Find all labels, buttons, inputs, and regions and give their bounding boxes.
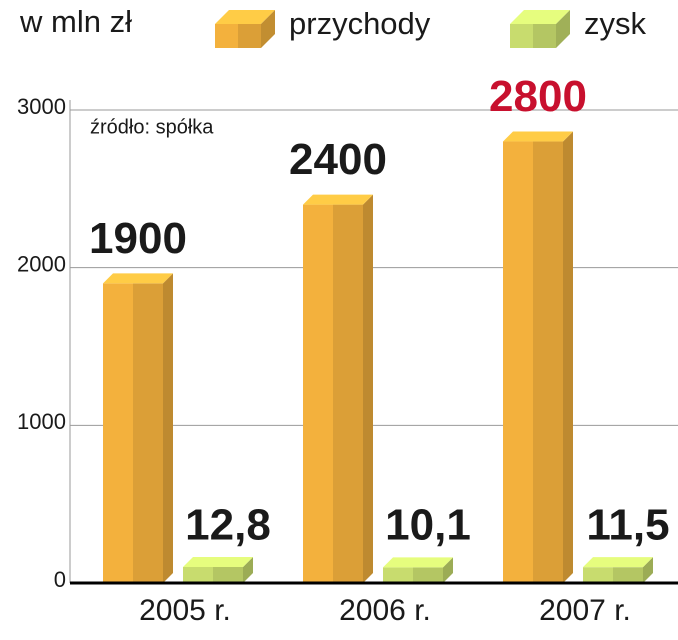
legend-swatch xyxy=(510,10,570,24)
bar-top xyxy=(583,557,653,568)
bar-side xyxy=(243,556,253,583)
legend-swatch xyxy=(510,24,533,48)
bar-top xyxy=(383,557,453,568)
bar-shade xyxy=(213,566,243,583)
y-tick-label: 0 xyxy=(54,567,66,592)
legend-swatch xyxy=(215,10,275,24)
value-label: 11,5 xyxy=(586,501,669,550)
x-tick-label: 2005 r. xyxy=(139,594,231,627)
bar xyxy=(503,141,533,584)
bar-shade xyxy=(133,283,163,583)
bar xyxy=(383,567,413,583)
bar-side xyxy=(363,194,373,583)
legend-label: przychody xyxy=(289,6,431,41)
unit-label: w mln zł xyxy=(19,4,132,39)
bar-top xyxy=(183,556,253,567)
bar xyxy=(103,283,133,583)
legend-label: zysk xyxy=(584,6,647,41)
bar-side xyxy=(163,273,173,583)
y-tick-label: 2000 xyxy=(17,251,66,276)
legend-swatch xyxy=(533,24,556,48)
value-label: 1900 xyxy=(89,214,187,263)
bar-shade xyxy=(613,567,643,583)
bar-shade xyxy=(413,567,443,583)
value-label: 10,1 xyxy=(385,501,471,550)
value-label: 2400 xyxy=(289,135,387,184)
legend-swatch xyxy=(261,10,275,48)
bar-side xyxy=(443,557,453,583)
bar-side xyxy=(643,557,653,583)
x-tick-label: 2006 r. xyxy=(339,594,431,627)
bar-shade xyxy=(333,204,363,583)
legend-swatch xyxy=(238,24,261,48)
bar-shade xyxy=(533,141,563,584)
bar xyxy=(303,204,333,583)
bar-top xyxy=(503,131,573,142)
bar-top xyxy=(103,273,173,284)
legend-swatch xyxy=(215,24,238,48)
y-tick-label: 3000 xyxy=(17,94,66,119)
y-tick-label: 1000 xyxy=(17,409,66,434)
bar xyxy=(583,567,613,583)
bar-top xyxy=(303,194,373,205)
x-tick-label: 2007 r. xyxy=(539,594,631,627)
legend-swatch xyxy=(556,10,570,48)
value-label: 2800 xyxy=(489,72,587,121)
bar-side xyxy=(563,131,573,584)
source-note: źródło: spółka xyxy=(90,116,214,138)
bar xyxy=(183,566,213,583)
value-label: 12,8 xyxy=(185,501,271,550)
